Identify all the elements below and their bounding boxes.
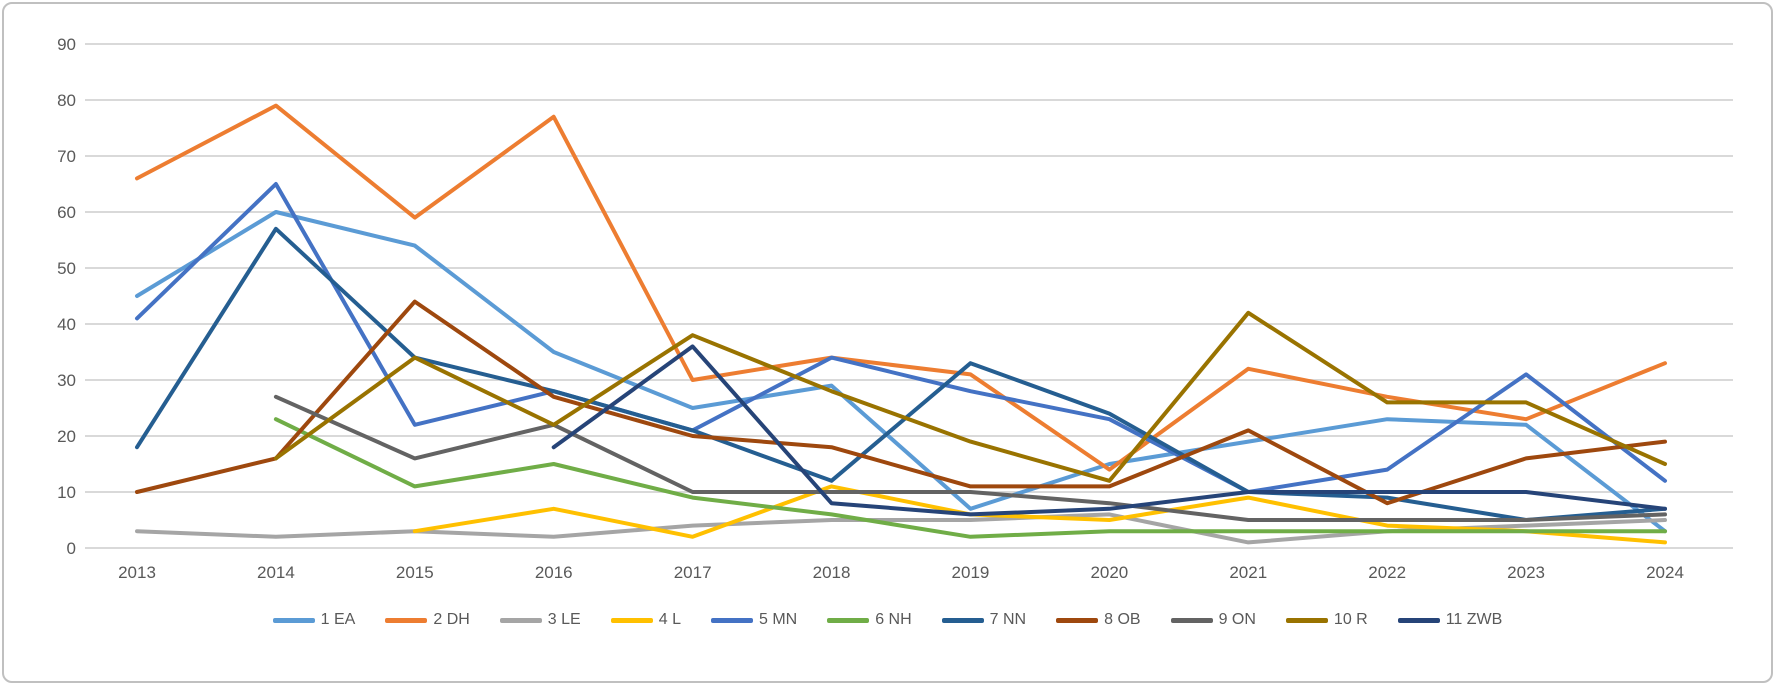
- legend-swatch-8-ob: [1056, 617, 1099, 623]
- line-series-8-ob: [135, 299, 1667, 506]
- line-series-5-mn: [135, 182, 1667, 494]
- line-series-11-zwb: [551, 344, 1667, 517]
- x-axis-label: 2016: [535, 563, 573, 582]
- legend-swatch-1-ea: [272, 617, 315, 623]
- legend-label: 1 EA: [320, 611, 356, 628]
- x-axis-label: 2022: [1368, 563, 1406, 582]
- legend-item-7-nn: 7 NN: [941, 611, 1027, 628]
- legend-swatch-11-zwb: [1397, 617, 1440, 623]
- legend-item-10-r: 10 R: [1285, 611, 1368, 628]
- x-axis-label: 2017: [674, 563, 712, 582]
- legend-swatch-10-r: [1285, 617, 1328, 623]
- legend-item-5-mn: 5 MN: [710, 611, 798, 628]
- x-axis-label: 2024: [1646, 563, 1684, 582]
- legend-item-3-le: 3 LE: [499, 611, 581, 628]
- y-axis-tick-label: 90: [57, 35, 76, 54]
- legend-swatch-9-on: [1170, 617, 1213, 623]
- line-series-6-nh: [273, 417, 1667, 539]
- legend-label: 9 ON: [1218, 611, 1256, 628]
- line-series-9-on: [273, 394, 1667, 522]
- y-axis-tick-label: 0: [67, 539, 76, 558]
- legend-label: 4 L: [658, 611, 681, 628]
- legend-label: 3 LE: [547, 611, 581, 628]
- y-axis-tick-label: 60: [57, 203, 76, 222]
- legend-item-8-ob: 8 OB: [1056, 611, 1141, 628]
- legend-item-9-on: 9 ON: [1170, 611, 1256, 628]
- chart-legend: 1 EA 2 DH 3 LE 4 L 5 MN 6 NH 7 NN 8 OB 9 ON 10 R 1…: [0, 612, 1775, 628]
- y-axis-tick-label: 70: [57, 147, 76, 166]
- legend-swatch-7-nn: [941, 617, 984, 623]
- x-axis-label: 2013: [118, 563, 156, 582]
- legend-label: 6 NH: [875, 611, 912, 628]
- line-series-7-nn: [135, 226, 1667, 522]
- legend-item-6-nh: 6 NH: [827, 611, 912, 628]
- x-axis-label: 2021: [1229, 563, 1267, 582]
- x-axis-label: 2014: [257, 563, 295, 582]
- legend-swatch-4-l: [610, 617, 653, 623]
- x-axis-label: 2023: [1507, 563, 1545, 582]
- legend-item-4-l: 4 L: [610, 611, 681, 628]
- x-axis-label: 2015: [396, 563, 434, 582]
- x-axis-label: 2018: [813, 563, 851, 582]
- legend-label: 2 DH: [433, 611, 470, 628]
- legend-label: 7 NN: [989, 611, 1027, 628]
- legend-item-1-ea: 1 EA: [272, 611, 356, 628]
- y-axis-tick-label: 40: [57, 315, 76, 334]
- line-series-1-ea: [135, 210, 1667, 534]
- y-axis-tick-label: 10: [57, 483, 76, 502]
- legend-label: 8 OB: [1104, 611, 1141, 628]
- legend-label: 10 R: [1333, 611, 1368, 628]
- y-axis-tick-label: 20: [57, 427, 76, 446]
- line-series-10-r: [273, 310, 1667, 483]
- y-axis-tick-label: 30: [57, 371, 76, 390]
- legend-label: 11 ZWB: [1445, 611, 1503, 628]
- legend-swatch-3-le: [499, 617, 542, 623]
- legend-swatch-6-nh: [827, 617, 870, 623]
- line-series-4-l: [412, 484, 1667, 545]
- legend-swatch-5-mn: [710, 617, 753, 623]
- legend-item-11-zwb: 11 ZWB: [1397, 611, 1503, 628]
- legend-swatch-2-dh: [385, 617, 428, 623]
- y-axis-tick-label: 80: [57, 91, 76, 110]
- legend-item-2-dh: 2 DH: [385, 611, 470, 628]
- x-axis-label: 2019: [952, 563, 990, 582]
- legend-label: 5 MN: [758, 611, 798, 628]
- y-axis-tick-label: 50: [57, 259, 76, 278]
- x-axis-label: 2020: [1090, 563, 1128, 582]
